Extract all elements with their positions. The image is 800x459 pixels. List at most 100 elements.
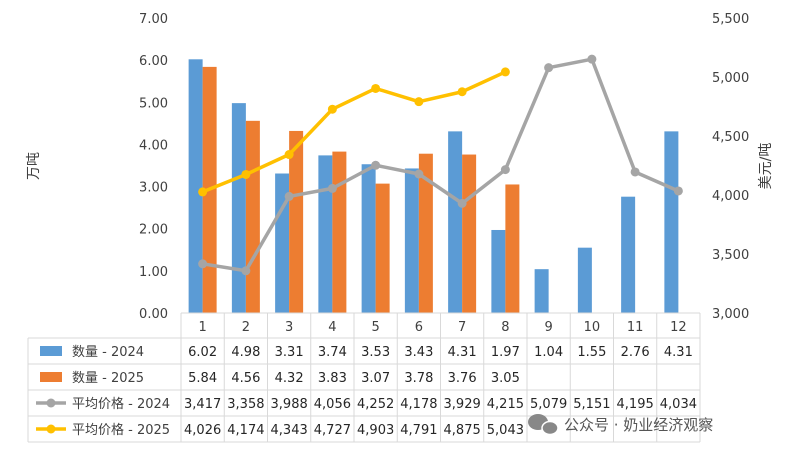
price-point-2024 [198, 259, 208, 269]
x-tick-label: 5 [371, 320, 379, 335]
bar-2025 [289, 130, 304, 313]
x-tick-label: 2 [242, 320, 250, 335]
bar-2024 [231, 103, 246, 313]
price-point-2024 [673, 186, 683, 196]
table-value: 3.53 [361, 345, 390, 360]
bar-2024 [621, 196, 636, 313]
legend-series-name: 平均价格 - 2024 [72, 396, 170, 412]
table-value: 4,252 [357, 397, 394, 412]
table-value: 4,174 [227, 423, 264, 438]
table-value: 6.02 [188, 345, 217, 360]
bar-2025 [375, 183, 390, 313]
x-tick-label: 4 [328, 320, 336, 335]
table-value: 4,215 [487, 397, 524, 412]
price-point-2025 [457, 87, 467, 97]
x-tick-label: 11 [627, 320, 644, 335]
y-left-tick-label: 6.00 [139, 54, 168, 69]
x-tick-label: 1 [198, 320, 206, 335]
y-right-tick-label: 4,000 [712, 189, 749, 204]
table-value: 4,056 [314, 397, 351, 412]
legend-key-bar [40, 346, 62, 356]
table-value: 4.31 [448, 345, 477, 360]
table-value: 3.05 [491, 371, 520, 386]
legend-series-name: 平均价格 - 2025 [72, 422, 170, 438]
y-right-tick-label: 4,500 [712, 130, 749, 145]
table-value: 3.76 [448, 371, 477, 386]
y-left-tick-label: 0.00 [139, 307, 168, 322]
y-left-axis-title: 万吨 [26, 152, 42, 180]
table-value: 3.74 [318, 345, 347, 360]
y-left-tick-label: 7.00 [139, 12, 168, 27]
x-tick-label: 7 [458, 320, 466, 335]
bar-2024 [664, 131, 679, 313]
legend-key-bar [40, 372, 62, 382]
x-tick-label: 3 [285, 320, 293, 335]
table-value: 3,417 [184, 397, 221, 412]
table-value: 4,875 [444, 423, 481, 438]
y-left-tick-label: 3.00 [139, 181, 168, 196]
table-value: 1.97 [491, 345, 520, 360]
bar-2024 [275, 173, 290, 313]
table-value: 4,178 [400, 397, 437, 412]
table-value: 1.04 [534, 345, 563, 360]
y-right-tick-label: 5,500 [712, 12, 749, 27]
legend-series-name: 数量 - 2024 [72, 345, 144, 360]
table-value: 4.56 [231, 371, 260, 386]
bar-2025 [462, 154, 477, 313]
table-value: 4,343 [271, 423, 308, 438]
price-line-2024 [202, 57, 680, 273]
price-point-2025 [284, 150, 294, 160]
table-value: 3.31 [275, 345, 304, 360]
bar-2024 [534, 269, 549, 313]
table-value: 1.55 [577, 345, 606, 360]
y-right-tick-label: 5,000 [712, 71, 749, 86]
y-left-tick-label: 1.00 [139, 265, 168, 280]
table-value: 3.07 [361, 371, 390, 386]
price-point-2024 [241, 266, 251, 276]
table-value: 3,358 [227, 397, 264, 412]
table-value: 4.98 [231, 345, 260, 360]
legend-series-name: 数量 - 2025 [72, 371, 144, 386]
wechat-icon [528, 414, 559, 436]
table-value: 4,195 [617, 397, 654, 412]
table-value: 3,929 [444, 397, 481, 412]
y-right-tick-label: 3,500 [712, 248, 749, 263]
table-value: 4,026 [184, 423, 221, 438]
table-value: 4,034 [660, 397, 697, 412]
price-point-2024 [414, 169, 424, 179]
y-right-tick-label: 3,000 [712, 307, 749, 322]
bar-2024 [404, 168, 419, 313]
price-point-2025 [414, 97, 424, 107]
bar-2025 [245, 120, 260, 313]
price-point-2025 [241, 169, 251, 179]
bar-2024 [577, 247, 592, 313]
x-tick-label: 8 [501, 320, 509, 335]
bar-2024 [448, 131, 463, 313]
price-point-2024 [587, 54, 597, 64]
price-point-2024 [371, 160, 381, 170]
table-value: 5.84 [188, 371, 217, 386]
table-value: 3.43 [404, 345, 433, 360]
bar-2025 [505, 184, 520, 313]
price-point-2024 [327, 183, 337, 193]
price-point-2024 [457, 198, 467, 208]
table-value: 5,079 [530, 397, 567, 412]
bar-2025 [418, 153, 433, 313]
table-value: 5,151 [573, 397, 610, 412]
x-tick-label: 10 [584, 320, 601, 335]
table-value: 4,727 [314, 423, 351, 438]
x-tick-label: 9 [544, 320, 552, 335]
legend-key-marker [46, 398, 56, 408]
table-value: 3,988 [271, 397, 308, 412]
price-point-2024 [544, 63, 554, 73]
bar-2024 [361, 164, 376, 313]
bar-2024 [318, 155, 333, 313]
price-point-2024 [630, 167, 640, 177]
price-point-2024 [500, 165, 510, 175]
table-value: 3.83 [318, 371, 347, 386]
price-point-2025 [371, 83, 381, 93]
price-point-2024 [284, 191, 294, 201]
bar-2025 [332, 151, 347, 313]
